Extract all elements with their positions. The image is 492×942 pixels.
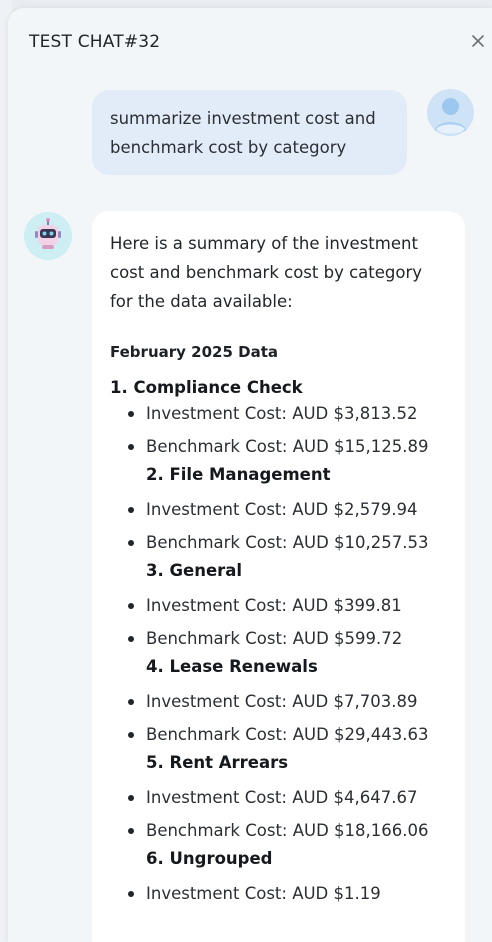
benchmark-cost-text: Benchmark Cost: AUD $18,166.06 xyxy=(146,821,429,840)
chat-panel: TEST CHAT#32 summarize investment cost a… xyxy=(8,8,492,942)
investment-cost-text: Investment Cost: AUD $7,703.89 xyxy=(146,692,418,711)
benchmark-cost-text: Benchmark Cost: AUD $10,257.53 xyxy=(146,533,429,552)
list-item: Benchmark Cost: AUD $599.72 xyxy=(110,622,447,655)
list-item: Investment Cost: AUD $3,813.52 xyxy=(110,397,447,430)
benchmark-cost-text: Benchmark Cost: AUD $599.72 xyxy=(146,629,403,648)
period-heading: February 2025 Data xyxy=(110,343,278,361)
category-heading: 5. Rent Arrears xyxy=(146,753,289,772)
cost-list: Investment Cost: AUD $3,813.52 Benchmark… xyxy=(110,397,447,910)
list-item: Benchmark Cost: AUD $10,257.53 xyxy=(110,526,447,559)
user-message-bubble: summarize investment cost and benchmark … xyxy=(92,90,407,175)
bullet-icon xyxy=(128,444,134,450)
chat-header: TEST CHAT#32 xyxy=(8,8,492,76)
benchmark-cost-text: Benchmark Cost: AUD $15,125.89 xyxy=(146,437,429,456)
list-item: Investment Cost: AUD $1.19 xyxy=(110,877,447,910)
chat-title: TEST CHAT#32 xyxy=(29,32,161,52)
bullet-icon xyxy=(128,507,134,513)
bullet-icon xyxy=(128,699,134,705)
list-item: Investment Cost: AUD $4,647.67 xyxy=(110,781,447,814)
investment-cost-text: Investment Cost: AUD $1.19 xyxy=(146,884,381,903)
user-avatar-icon xyxy=(427,89,474,136)
bullet-icon xyxy=(128,636,134,642)
assistant-intro-text: Here is a summary of the investment cost… xyxy=(110,234,423,311)
category-heading: 1. Compliance Check xyxy=(110,378,303,397)
bullet-icon xyxy=(128,732,134,738)
investment-cost-text: Investment Cost: AUD $2,579.94 xyxy=(146,500,418,519)
benchmark-cost-text: Benchmark Cost: AUD $29,443.63 xyxy=(146,725,429,744)
category-heading: 2. File Management xyxy=(146,465,331,484)
category-heading: 3. General xyxy=(146,561,243,580)
investment-cost-text: Investment Cost: AUD $3,813.52 xyxy=(146,404,418,423)
list-item: Benchmark Cost: AUD $18,166.06 xyxy=(110,814,447,847)
bullet-icon xyxy=(128,891,134,897)
category-heading: 6. Ungrouped xyxy=(146,849,273,868)
list-item: Investment Cost: AUD $7,703.89 xyxy=(110,685,447,718)
assistant-message-bubble: Here is a summary of the investment cost… xyxy=(92,211,465,942)
assistant-avatar-icon xyxy=(24,212,72,260)
list-item: Benchmark Cost: AUD $15,125.89 xyxy=(110,430,447,463)
bullet-icon xyxy=(128,795,134,801)
list-item: Benchmark Cost: AUD $29,443.63 xyxy=(110,718,447,751)
bullet-icon xyxy=(128,603,134,609)
list-item: Investment Cost: AUD $399.81 xyxy=(110,589,447,622)
investment-cost-text: Investment Cost: AUD $399.81 xyxy=(146,596,402,615)
bullet-icon xyxy=(128,540,134,546)
category-heading: 4. Lease Renewals xyxy=(146,657,318,676)
list-item: Investment Cost: AUD $2,579.94 xyxy=(110,493,447,526)
bullet-icon xyxy=(128,411,134,417)
investment-cost-text: Investment Cost: AUD $4,647.67 xyxy=(146,788,418,807)
bullet-icon xyxy=(128,828,134,834)
close-icon[interactable] xyxy=(470,30,486,50)
